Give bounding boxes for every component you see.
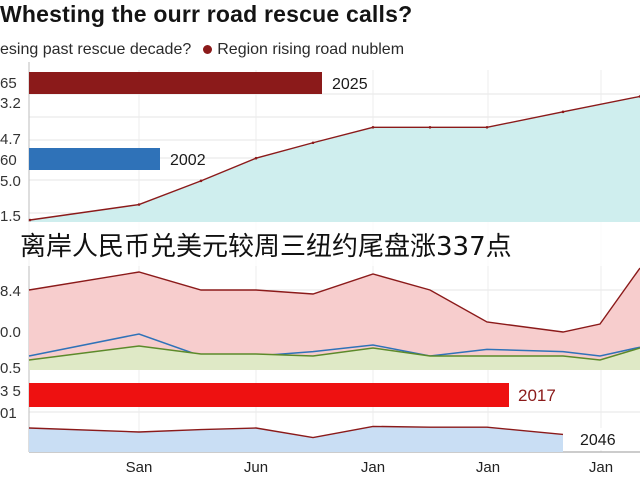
area-point-8	[561, 110, 565, 114]
bar-label-1: 2002	[170, 152, 206, 169]
area-point-6	[428, 126, 432, 129]
y-tick-mid-1: 0.0	[0, 324, 21, 341]
area-point-1	[137, 203, 141, 206]
line-series-red	[28, 267, 640, 333]
y-tick-top-3: 60	[0, 152, 17, 169]
area-point-0	[28, 218, 32, 222]
x-tick-1: Jun	[244, 459, 268, 476]
y-tick-top-2: 4.7	[0, 131, 21, 148]
y-tick-top-5: 1.5	[0, 208, 21, 225]
chart-title: Whesting the ourr road rescue calls?	[0, 1, 413, 27]
area-point-7	[485, 126, 489, 129]
legend-label: Region rising road nublem	[217, 41, 405, 58]
x-tick-3: Jan	[476, 459, 500, 476]
bar-0	[29, 72, 322, 94]
y-tick-mid-0: 8.4	[0, 283, 21, 300]
x-tick-4: Jan	[589, 459, 613, 476]
area-point-2	[199, 179, 203, 183]
chart-subtitle: esing past rescue decade? Region rising r…	[0, 41, 404, 59]
subtitle-text: esing past rescue decade?	[0, 41, 192, 58]
legend-dot-icon	[203, 44, 213, 54]
bar-label-0: 2025	[332, 76, 368, 93]
area-line-teal	[29, 95, 640, 221]
line-series-green	[28, 345, 640, 361]
overlay-banner: 离岸人民币兑美元较周三纽约尾盘涨337点	[0, 222, 640, 266]
x-tick-2: Jan	[361, 459, 385, 476]
area-point-4	[311, 141, 315, 145]
area-label-2046: 2046	[580, 432, 616, 449]
area-line-blue	[28, 425, 564, 439]
area-point-5	[371, 126, 375, 129]
y-tick-mid-2: 0.5	[0, 360, 21, 377]
bar-1	[29, 148, 160, 170]
y-tick-top-4: 5.0	[0, 173, 21, 190]
area-fill-pink	[29, 268, 640, 370]
y-tick-top-1: 3.2	[0, 95, 21, 112]
y-tick-top-0: 65	[0, 75, 17, 92]
y-tick-low-1: 01	[0, 405, 17, 422]
label-bg-2046	[570, 428, 632, 450]
y-tick-low-0: 3 5	[0, 383, 21, 400]
line-series-blue	[28, 333, 640, 357]
banner-text: 离岸人民币兑美元较周三纽约尾盘涨337点	[20, 232, 512, 262]
bar-label-2017: 2017	[518, 386, 556, 405]
x-tick-0: San	[126, 459, 153, 476]
bar-2017	[29, 383, 509, 407]
area-point-3	[254, 156, 258, 160]
area-fill-blue	[29, 426, 563, 452]
